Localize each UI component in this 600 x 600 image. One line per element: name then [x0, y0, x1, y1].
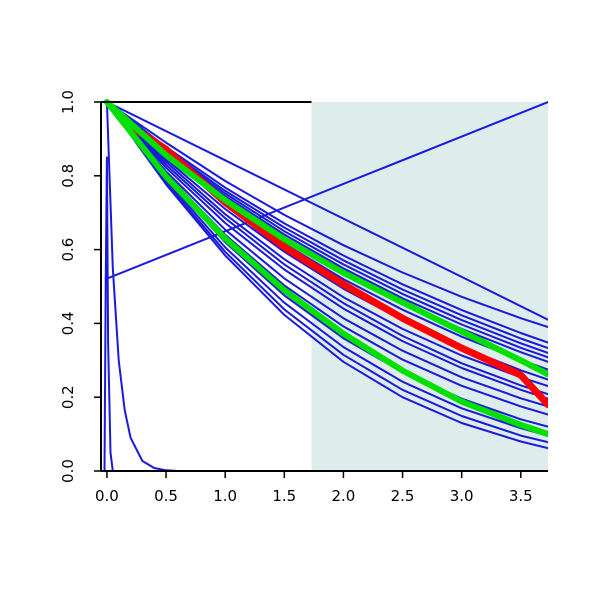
x-tick-label: 1.5 [272, 487, 296, 505]
series-line-16 [105, 101, 548, 408]
x-tick-label: 2.5 [391, 487, 415, 505]
series-line-1 [105, 101, 548, 321]
series-line-5 [105, 101, 548, 329]
axes-layer: 0.0 0.5 1.0 1.5 2.0 2.5 3.0 3.5 0.0 0.2 0.4 0.6 0.8 1… [59, 90, 548, 505]
x-tick-label: 3.5 [509, 487, 533, 505]
x-tick-label: 0.0 [95, 487, 119, 505]
y-tick-label: 0.2 [59, 385, 77, 409]
series-layer [103, 99, 548, 471]
series-line-19 [105, 101, 548, 437]
series-line-14 [105, 101, 548, 396]
y-tick-label: 0.6 [59, 238, 77, 262]
y-tick-label: 0.4 [59, 311, 77, 335]
series-line-2 [104, 101, 548, 281]
x-tick-label: 3.0 [450, 487, 474, 505]
series-line-24 [103, 99, 548, 438]
y-tick-label: 0.8 [59, 164, 77, 188]
series-line-15 [105, 101, 548, 400]
x-tick-label: 0.5 [154, 487, 178, 505]
y-tick-label: 1.0 [59, 90, 77, 114]
series-line-4 [103, 156, 548, 471]
series-line-21 [105, 101, 548, 450]
x-tick-label: 2.0 [331, 487, 355, 505]
series-line-3 [105, 101, 548, 471]
series-line-20 [105, 101, 548, 444]
series-line-23 [103, 99, 548, 378]
series-line-13 [105, 101, 548, 388]
x-tick-label: 1.0 [213, 487, 237, 505]
y-tick-label: 0.0 [59, 459, 77, 483]
series-line-6 [105, 101, 548, 344]
